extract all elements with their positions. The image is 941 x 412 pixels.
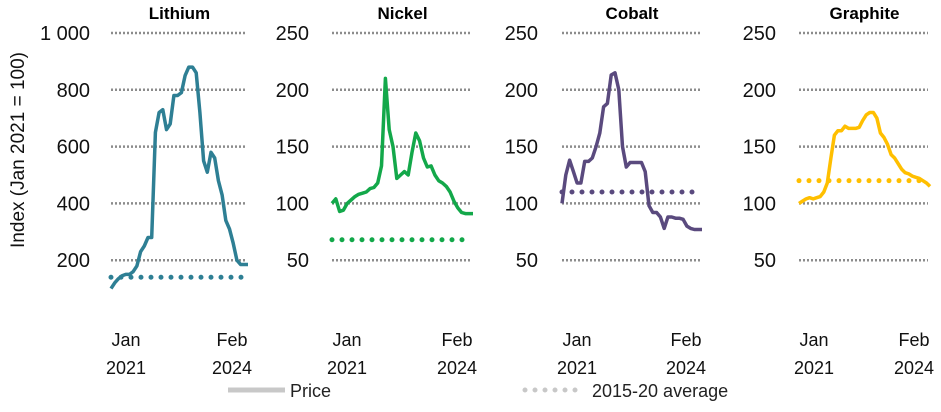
x-start-label-month: Jan <box>562 330 591 350</box>
y-tick-label: 150 <box>505 137 538 159</box>
legend: Price 2015-20 average <box>228 381 728 401</box>
y-tick-label: 200 <box>276 80 309 102</box>
panel-cobalt: Cobalt 50 100 150 200 250 Jan 2021 Feb 2024 <box>505 4 706 378</box>
y-tick-label: 250 <box>505 23 538 45</box>
x-end-label-year: 2024 <box>437 358 477 378</box>
y-tick-label: 50 <box>754 250 776 272</box>
y-tick-label: 50 <box>516 250 538 272</box>
y-tick-label: 100 <box>505 193 538 215</box>
x-start-label-month: Jan <box>332 330 361 350</box>
y-tick-label: 200 <box>57 250 90 272</box>
y-tick-label: 150 <box>276 137 309 159</box>
x-end-label-month: Feb <box>216 330 247 350</box>
y-tick-label: 150 <box>743 137 776 159</box>
legend-price-label: Price <box>290 381 331 401</box>
panel-title: Graphite <box>830 4 900 23</box>
x-end-label-month: Feb <box>441 330 472 350</box>
panel-title: Lithium <box>149 4 210 23</box>
x-end-label-year: 2024 <box>212 358 252 378</box>
x-start-label-year: 2021 <box>557 358 597 378</box>
x-end-label-month: Feb <box>898 330 929 350</box>
panel-title: Cobalt <box>606 4 659 23</box>
x-end-label-month: Feb <box>670 330 701 350</box>
panel-nickel: Nickel 50 100 150 200 250 Jan 2021 Feb 2024 <box>276 4 477 378</box>
price-line <box>330 76 473 216</box>
y-tick-label: 200 <box>743 80 776 102</box>
y-tick-label: 50 <box>287 250 309 272</box>
panel-graphite: Graphite 50 100 150 200 250 Jan 2021 Feb 2024 <box>743 4 934 378</box>
y-tick-label: 600 <box>57 137 90 159</box>
y-tick-label: 100 <box>743 193 776 215</box>
y-tick-label: 200 <box>505 80 538 102</box>
x-start-label-year: 2021 <box>327 358 367 378</box>
y-tick-label: 800 <box>57 80 90 102</box>
legend-average-label: 2015-20 average <box>592 381 728 401</box>
y-tick-label: 250 <box>276 23 309 45</box>
x-start-label-year: 2021 <box>794 358 834 378</box>
x-start-label-year: 2021 <box>106 358 146 378</box>
x-end-label-year: 2024 <box>666 358 706 378</box>
x-start-label-month: Jan <box>111 330 140 350</box>
price-line <box>560 71 702 232</box>
x-start-label-month: Jan <box>799 330 828 350</box>
price-line <box>109 65 248 290</box>
panel-lithium: Lithium 200 400 600 800 1 000 Jan 2021 Feb 2024 <box>40 4 252 378</box>
y-tick-label: 100 <box>276 193 309 215</box>
y-tick-label: 1 000 <box>40 23 90 45</box>
x-end-label-year: 2024 <box>894 358 934 378</box>
y-tick-label: 400 <box>57 193 90 215</box>
y-axis-title: Index (Jan 2021 = 100) <box>8 52 29 248</box>
y-tick-label: 250 <box>743 23 776 45</box>
panel-title: Nickel <box>377 4 427 23</box>
price-line <box>798 110 932 205</box>
